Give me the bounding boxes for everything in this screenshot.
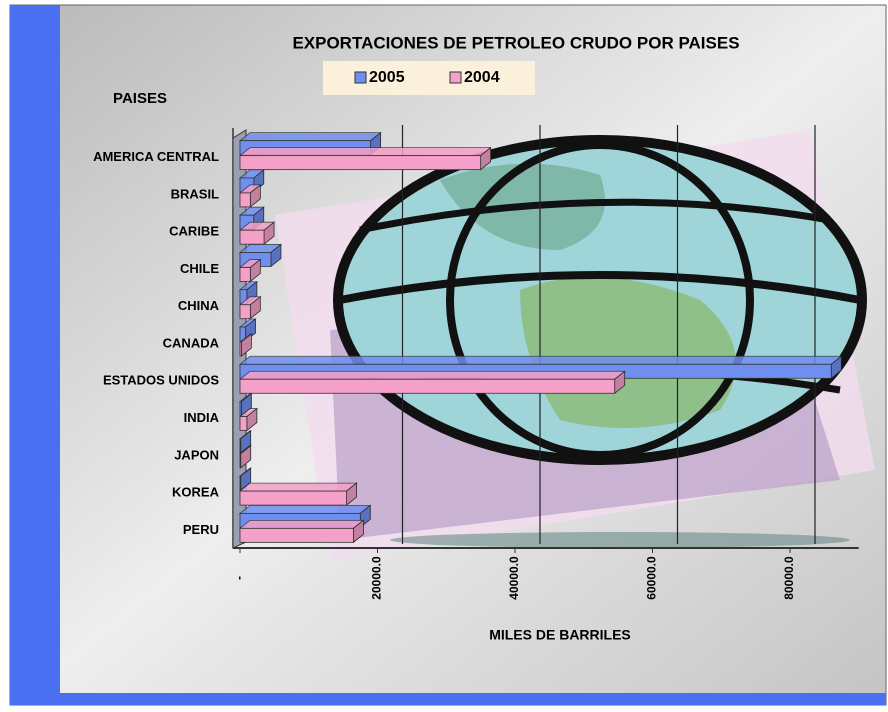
- y-tick-label: AMERICA CENTRAL: [93, 149, 219, 164]
- bar: [239, 416, 248, 431]
- y-tick-label: CARIBE: [169, 224, 219, 239]
- x-tick-label: 20000.0: [370, 556, 384, 600]
- y-tick-label: CANADA: [163, 335, 220, 350]
- y-tick-label: CHINA: [178, 298, 220, 313]
- bar: [239, 490, 347, 506]
- y-tick-label: BRASIL: [171, 186, 219, 201]
- bar: [239, 267, 251, 282]
- bar: [239, 475, 242, 491]
- legend-swatch: [354, 71, 367, 84]
- bar: [239, 378, 616, 394]
- x-tick-label: 40000.0: [507, 556, 521, 600]
- bar: [239, 438, 242, 454]
- legend-label: 2004: [464, 69, 500, 86]
- x-axis-title: MILES DE BARRILES: [489, 627, 631, 643]
- x-tick-label: 60000.0: [645, 556, 659, 600]
- y-tick-label: ESTADOS UNIDOS: [103, 373, 219, 388]
- bar: [239, 401, 242, 416]
- bar-top: [238, 355, 843, 365]
- bar-top: [238, 370, 626, 380]
- y-tick-label: INDIA: [184, 410, 220, 425]
- bar: [239, 453, 242, 469]
- x-tick-label: 80000.0: [782, 556, 796, 600]
- bar: [239, 341, 242, 357]
- y-tick-label: PERU: [183, 522, 219, 537]
- bar-top: [238, 132, 382, 142]
- bar: [239, 304, 251, 320]
- bar: [239, 527, 354, 543]
- y-tick-label: JAPON: [174, 447, 219, 462]
- y-tick-label: CHILE: [180, 261, 219, 276]
- left-band: [10, 5, 60, 705]
- bar-top: [238, 147, 492, 157]
- legend-label: 2005: [369, 69, 405, 86]
- bar-top: [238, 482, 358, 492]
- bar-top: [238, 519, 365, 529]
- chart-title: EXPORTACIONES DE PETROLEO CRUDO POR PAIS…: [292, 33, 739, 52]
- bar: [239, 155, 482, 171]
- bar: [239, 192, 251, 208]
- bar-top: [238, 504, 372, 514]
- legend-swatch: [449, 71, 462, 84]
- plot: - 20000.0 40000.0 60000.0 80000.0 AMERICA CEN…: [93, 125, 859, 600]
- y-axis-title: PAISES: [113, 90, 167, 107]
- bar: [239, 229, 265, 245]
- x-tick-label: -: [232, 576, 246, 580]
- bottom-band: [10, 693, 886, 705]
- y-tick-label: KOREA: [172, 485, 220, 500]
